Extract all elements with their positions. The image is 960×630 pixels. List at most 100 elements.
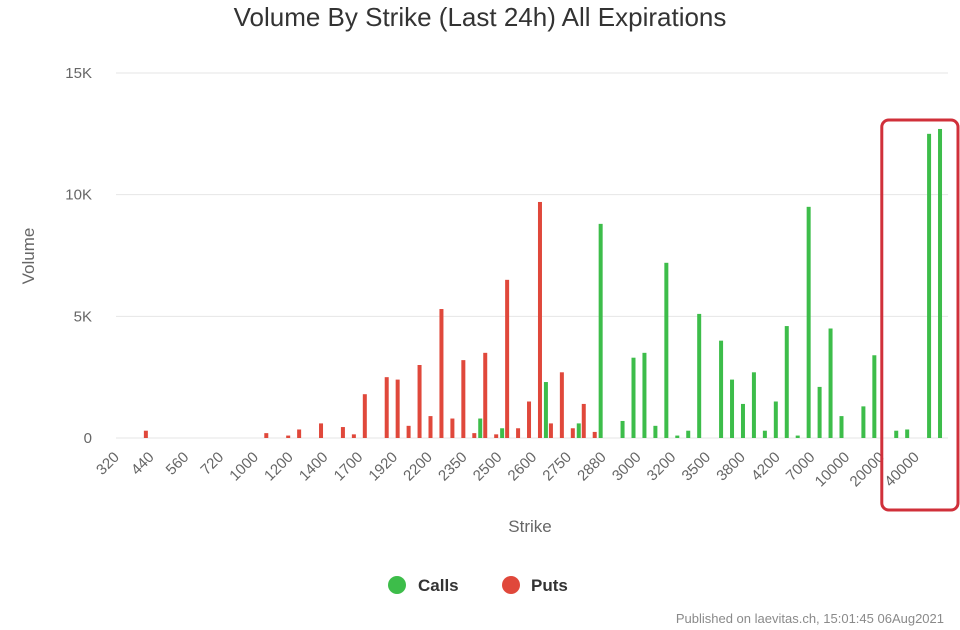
x-tick-label: 3000 [609, 449, 645, 485]
x-tick-label: 4200 [748, 449, 784, 485]
x-tick-label: 1000 [226, 449, 262, 485]
put-bar[interactable] [417, 365, 422, 438]
x-tick-label: 1700 [331, 449, 367, 485]
x-tick-label: 560 [163, 449, 193, 479]
x-tick-label: 3800 [713, 449, 749, 485]
put-bar[interactable] [439, 309, 444, 438]
call-bar[interactable] [938, 128, 943, 438]
put-bar[interactable] [559, 372, 564, 438]
bars [143, 128, 943, 439]
put-bar[interactable] [516, 428, 521, 438]
y-tick-label: 5K [74, 308, 92, 325]
call-bar[interactable] [653, 425, 658, 438]
call-bar[interactable] [817, 386, 822, 438]
call-bar[interactable] [620, 420, 625, 438]
x-tick-label: 3500 [679, 449, 715, 485]
call-bar[interactable] [905, 429, 910, 438]
x-axis-ticks: 320 440 560 720 1000 1200 1400 1700 1920 2200 2350… [93, 449, 923, 491]
call-bar[interactable] [894, 430, 899, 438]
call-bar[interactable] [697, 313, 702, 438]
put-bar[interactable] [450, 418, 455, 438]
chart-title: Volume By Strike (Last 24h) All Expirati… [233, 2, 727, 32]
put-bar[interactable] [340, 427, 345, 438]
put-bar[interactable] [537, 201, 542, 438]
x-tick-label: 40000 [881, 449, 923, 491]
x-tick-label: 1200 [261, 449, 297, 485]
call-bar[interactable] [719, 340, 724, 438]
x-tick-label: 720 [197, 449, 227, 479]
call-bar[interactable] [927, 133, 932, 439]
call-bar[interactable] [795, 435, 800, 438]
call-bar[interactable] [773, 401, 778, 439]
legend: Calls Puts [388, 576, 568, 595]
call-bar[interactable] [762, 430, 767, 438]
call-bar[interactable] [784, 326, 789, 438]
put-bar[interactable] [351, 434, 356, 438]
grid-lines [116, 72, 948, 439]
put-bar[interactable] [297, 429, 302, 438]
legend-puts-label: Puts [531, 576, 568, 595]
put-bar[interactable] [384, 377, 389, 438]
put-bar[interactable] [319, 423, 324, 438]
legend-puts-marker [502, 576, 520, 594]
published-footer: Published on laevitas.ch, 15:01:45 06Aug… [675, 611, 944, 626]
call-bar[interactable] [675, 435, 680, 438]
call-bar[interactable] [686, 430, 691, 438]
put-bar[interactable] [286, 435, 291, 438]
call-bar[interactable] [806, 206, 811, 438]
x-tick-label: 2600 [505, 449, 541, 485]
put-bar[interactable] [143, 430, 148, 438]
x-tick-label: 10000 [812, 449, 854, 491]
legend-item-calls[interactable]: Calls [388, 576, 459, 595]
legend-calls-marker [388, 576, 406, 594]
x-tick-label: 440 [128, 449, 158, 479]
call-bar[interactable] [543, 382, 548, 438]
highlight-box [880, 118, 960, 512]
y-tick-label: 0 [84, 430, 92, 447]
call-bar[interactable] [631, 357, 636, 438]
call-bar[interactable] [751, 372, 756, 438]
put-bar[interactable] [494, 434, 499, 438]
call-bar[interactable] [576, 423, 581, 438]
legend-item-puts[interactable]: Puts [502, 576, 568, 595]
x-tick-label: 2200 [400, 449, 436, 485]
put-bar[interactable] [548, 423, 553, 438]
call-bar[interactable] [642, 352, 647, 438]
put-bar[interactable] [395, 379, 400, 438]
put-bar[interactable] [428, 416, 433, 438]
call-bar[interactable] [839, 416, 844, 438]
call-bar[interactable] [828, 328, 833, 439]
y-axis-ticks: 0 5K 10K 15K [65, 65, 92, 447]
call-bar[interactable] [664, 262, 669, 438]
x-tick-label: 2500 [470, 449, 506, 485]
call-bar[interactable] [478, 418, 483, 438]
x-tick-label: 320 [93, 449, 123, 479]
x-tick-label: 2350 [435, 449, 471, 485]
put-bar[interactable] [581, 403, 586, 438]
x-tick-label: 2880 [574, 449, 610, 485]
put-bar[interactable] [362, 394, 367, 438]
x-tick-label: 1920 [365, 449, 401, 485]
x-tick-label: 2750 [539, 449, 575, 485]
put-bar[interactable] [592, 431, 597, 438]
put-bar[interactable] [472, 433, 477, 438]
put-bar[interactable] [461, 360, 466, 438]
put-bar[interactable] [264, 433, 269, 438]
legend-calls-label: Calls [418, 576, 459, 595]
y-tick-label: 15K [65, 65, 92, 82]
call-bar[interactable] [500, 428, 505, 438]
put-bar[interactable] [527, 401, 532, 439]
call-bar[interactable] [861, 406, 866, 438]
call-bar[interactable] [730, 379, 735, 438]
put-bar[interactable] [570, 428, 575, 438]
put-bar[interactable] [406, 425, 411, 438]
put-bar[interactable] [483, 352, 488, 438]
call-bar[interactable] [598, 223, 603, 438]
y-axis-label: Volume [19, 228, 38, 285]
highlight-box-layer [880, 118, 960, 512]
x-tick-label: 1400 [296, 449, 332, 485]
put-bar[interactable] [505, 279, 510, 438]
call-bar[interactable] [872, 355, 877, 438]
call-bar[interactable] [740, 403, 745, 438]
x-axis-label: Strike [508, 517, 551, 536]
